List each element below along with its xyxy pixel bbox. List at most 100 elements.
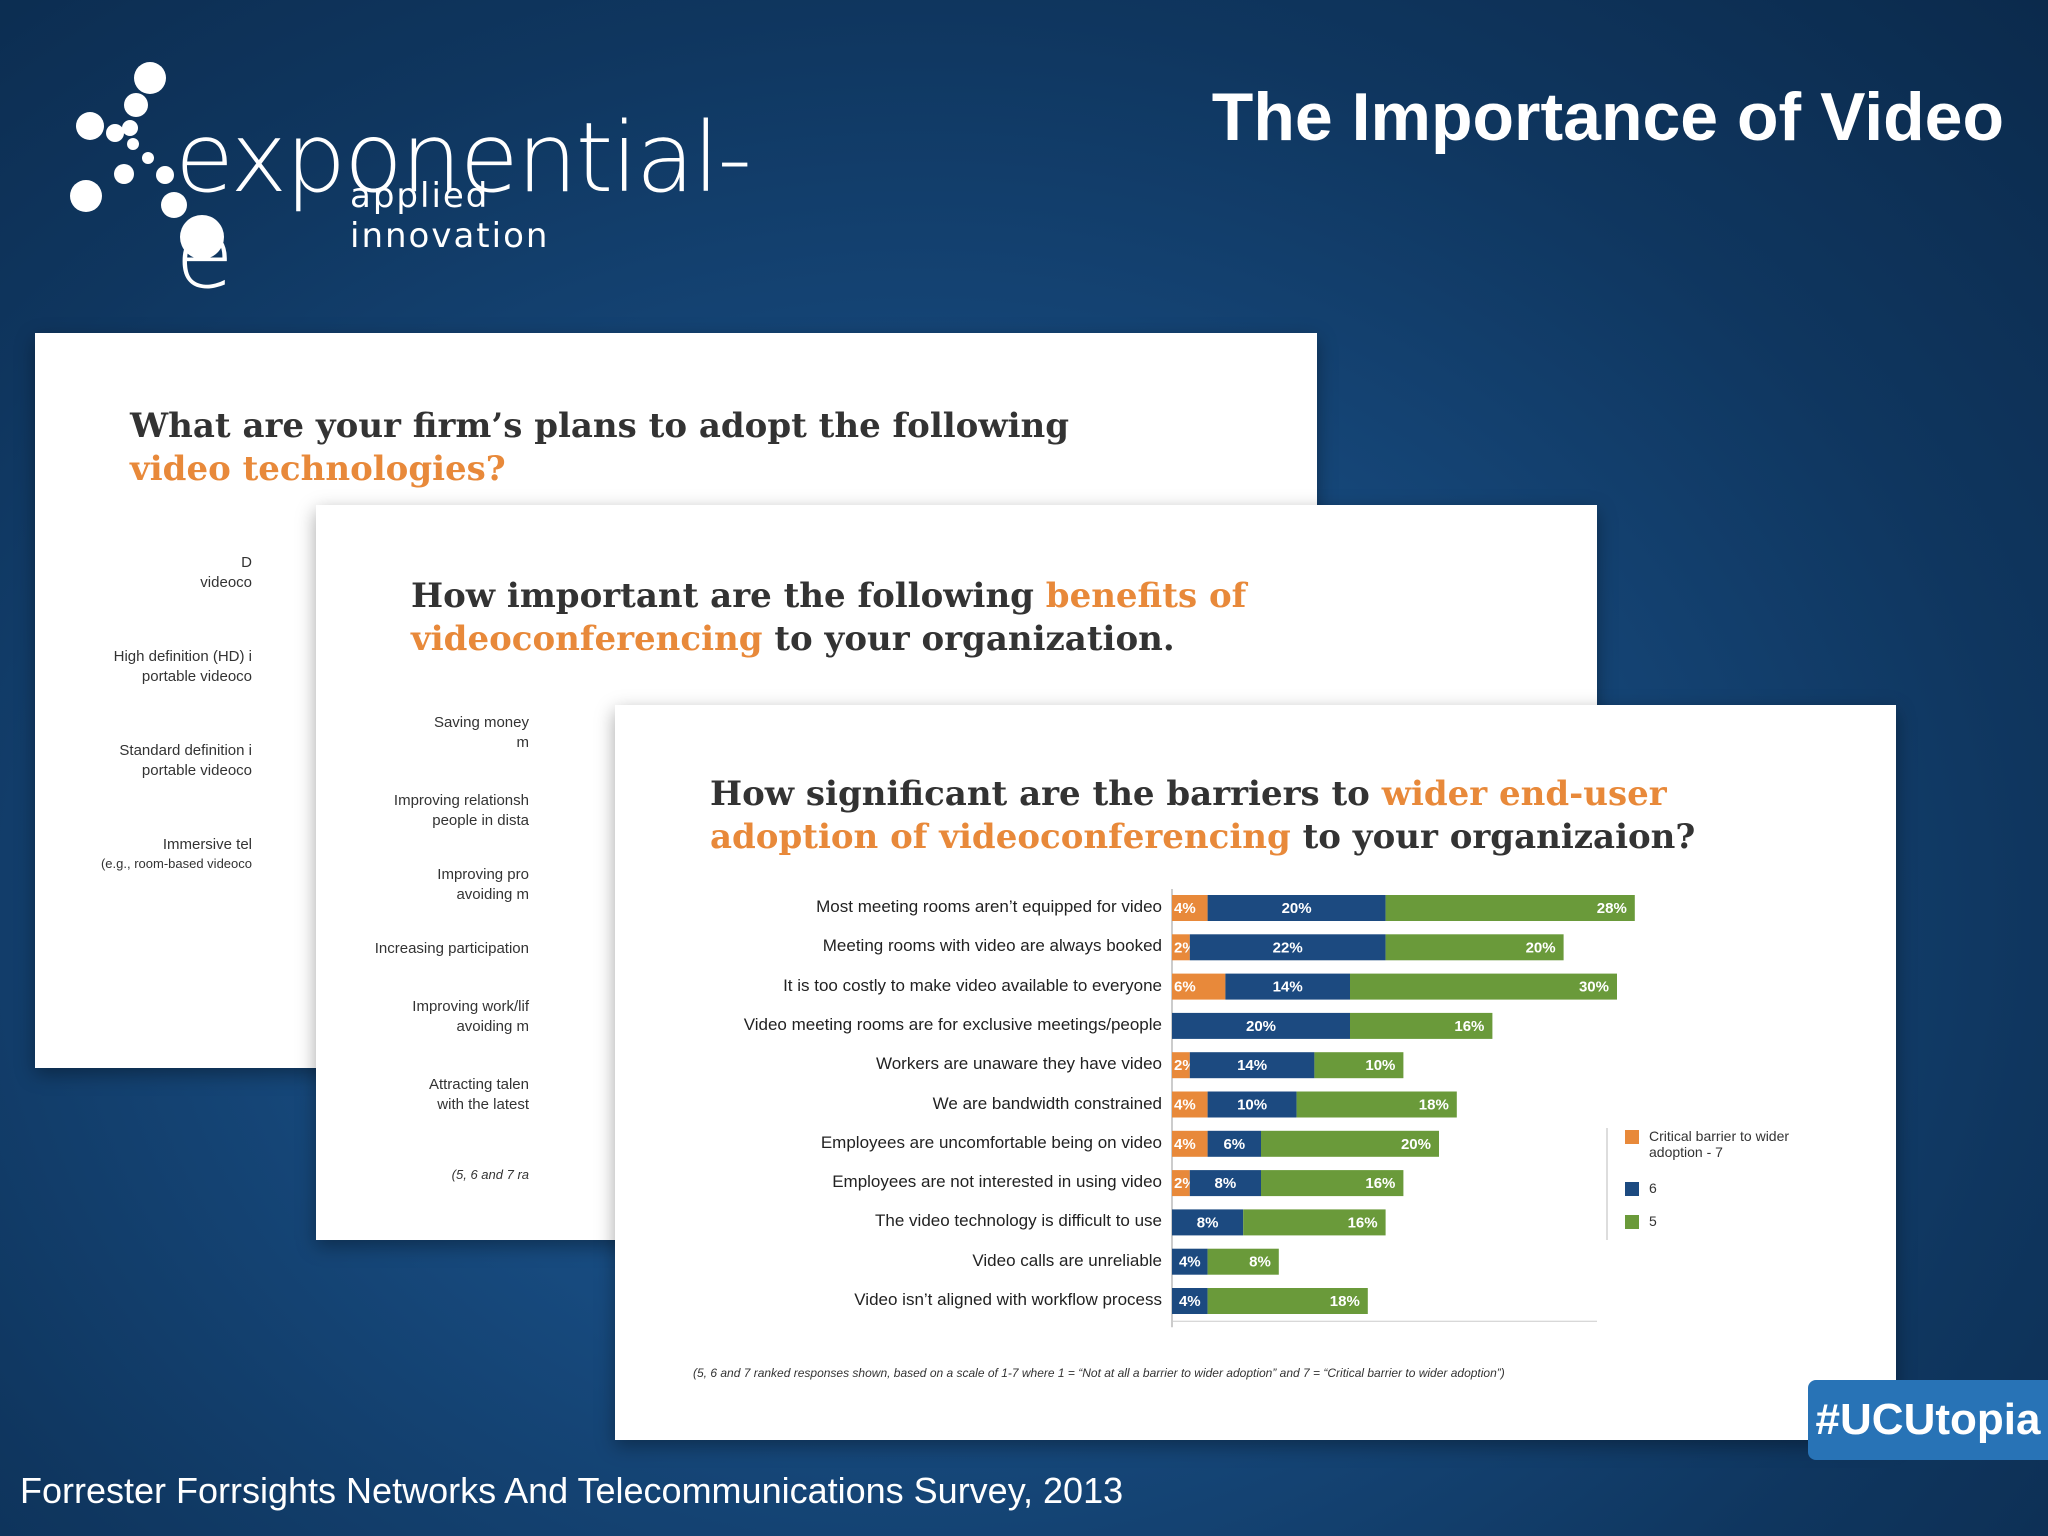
data-label: 4% <box>1174 1097 1196 1114</box>
data-label: 4% <box>1174 900 1196 917</box>
bar-segment <box>1172 934 1190 961</box>
data-label: 6% <box>1174 979 1196 996</box>
card-title-highlight: adoption of videoconferencing <box>710 816 1291 857</box>
logo-wordmark: exponential-e <box>175 102 752 310</box>
data-label: 20% <box>1282 900 1312 917</box>
card-title: What are your firm’s plans to adopt the … <box>130 405 1069 490</box>
bar-segment <box>1261 1130 1439 1157</box>
data-label: 16% <box>1365 1175 1395 1192</box>
bar-segment <box>1172 1170 1190 1197</box>
category-label: Video isn’t aligned with workflow proces… <box>854 1290 1162 1309</box>
row-label: with the latest <box>437 1096 529 1113</box>
card-title-text: How important are the following <box>411 576 1046 616</box>
footnote: (5, 6 and 7 ra <box>451 1167 529 1182</box>
data-label: 8% <box>1249 1254 1271 1271</box>
logo-dots-icon <box>70 62 224 259</box>
legend-swatch <box>1625 1215 1639 1229</box>
row-label: Improving work/lif <box>412 998 529 1015</box>
bar-segment <box>1207 1288 1368 1314</box>
data-label: 8% <box>1197 1214 1219 1231</box>
source-citation: Forrester Forrsights Networks And Teleco… <box>20 1470 1124 1511</box>
page-title: The Importance of Video <box>1211 79 2004 155</box>
row-label: Standard definition i <box>119 742 252 759</box>
company-logo: exponential-e applied innovation <box>60 50 752 302</box>
bar-segment <box>1261 1170 1404 1197</box>
bar-segment <box>1189 934 1386 961</box>
data-label: 18% <box>1330 1293 1360 1310</box>
row-label: D <box>241 554 252 571</box>
bar-segment <box>1314 1052 1404 1079</box>
data-label: 8% <box>1215 1175 1237 1192</box>
category-label: Most meeting rooms aren’t equipped for v… <box>816 897 1162 916</box>
card-title-highlight: benefits of <box>1045 576 1247 616</box>
data-label: 14% <box>1273 979 1303 996</box>
data-label: 30% <box>1579 979 1609 996</box>
card-title-highlight: wider end-user <box>1381 774 1667 814</box>
row-label: m <box>516 734 530 751</box>
row-label: Immersive tel <box>162 836 252 853</box>
category-label: Meeting rooms with video are always book… <box>822 936 1162 956</box>
bar-segment <box>1296 1091 1457 1118</box>
card-title-text: to your organization. <box>762 618 1175 659</box>
row-label: portable videoco <box>141 762 252 779</box>
bar-segment <box>1350 973 1617 1000</box>
data-label: 2% <box>1174 1057 1196 1074</box>
data-label: 18% <box>1419 1097 1449 1114</box>
data-label: 22% <box>1273 939 1303 956</box>
data-label: 14% <box>1237 1057 1267 1074</box>
row-label: (e.g., room-based videoco <box>100 856 252 871</box>
data-label: 10% <box>1237 1097 1267 1114</box>
bar-segment <box>1172 1012 1350 1039</box>
category-label: Employees are uncomfortable being on vid… <box>820 1132 1162 1152</box>
legend-label: 6 <box>1649 1180 1657 1196</box>
card-title-text: What are your firm’s plans to adopt the … <box>130 406 1070 446</box>
bar-segment <box>1172 895 1208 921</box>
card-title-highlight: video technologies? <box>130 448 506 489</box>
bar-segment <box>1172 1052 1190 1079</box>
bar-segment <box>1172 1288 1208 1314</box>
data-label: 10% <box>1365 1057 1395 1074</box>
row-label: Increasing participation <box>374 940 529 957</box>
card-title-text: How significant are the barriers to <box>710 774 1382 814</box>
card-title: How important are the following benefits… <box>411 575 1246 660</box>
row-label: avoiding m <box>456 886 529 903</box>
row-label: Improving pro <box>437 866 529 883</box>
bar-segment <box>1225 973 1350 1000</box>
legend-swatch <box>1625 1130 1639 1144</box>
category-label: We are bandwidth constrained <box>932 1093 1162 1113</box>
bar-segment <box>1172 1091 1208 1118</box>
data-label: 2% <box>1174 1175 1196 1192</box>
row-label: videoco <box>200 574 252 591</box>
bar-segment <box>1385 895 1635 921</box>
legend-label: 5 <box>1649 1213 1657 1229</box>
data-label: 6% <box>1223 1136 1245 1153</box>
bar-segment <box>1207 1091 1297 1118</box>
bar-segment <box>1172 1248 1208 1275</box>
data-label: 4% <box>1179 1293 1201 1310</box>
bar-segment <box>1172 1209 1244 1236</box>
category-label: It is too costly to make video available… <box>783 975 1162 995</box>
legend-label: Critical barrier to wider adoption - 7 <box>1649 1128 1790 1161</box>
category-label: Video meeting rooms are for exclusive me… <box>743 1014 1162 1034</box>
bar-segment <box>1385 934 1564 961</box>
row-label: avoiding m <box>456 1018 529 1035</box>
category-label: The video technology is difficult to use <box>875 1211 1162 1231</box>
card-title-text: to your organizaion? <box>1290 816 1696 857</box>
hashtag-badge: #UCUtopia <box>1808 1380 2048 1460</box>
row-label: Saving money <box>433 714 529 731</box>
bar-segment <box>1207 1248 1279 1275</box>
category-label: Employees are not interested in using vi… <box>832 1172 1162 1192</box>
bar-segment <box>1350 1012 1493 1039</box>
bar-segment <box>1207 895 1386 921</box>
data-label: 20% <box>1246 1018 1276 1035</box>
legend-swatch <box>1625 1182 1639 1196</box>
bar-segment <box>1243 1209 1386 1236</box>
row-label: Improving relationsh <box>393 792 529 809</box>
logo-tagline: applied innovation <box>350 176 550 256</box>
data-label: 4% <box>1174 1136 1196 1153</box>
data-label: 4% <box>1179 1254 1201 1271</box>
data-label: 16% <box>1348 1214 1378 1231</box>
row-label: people in dista <box>432 812 529 829</box>
category-label: Workers are unaware they have video <box>875 1054 1162 1074</box>
data-label: 20% <box>1526 939 1556 956</box>
